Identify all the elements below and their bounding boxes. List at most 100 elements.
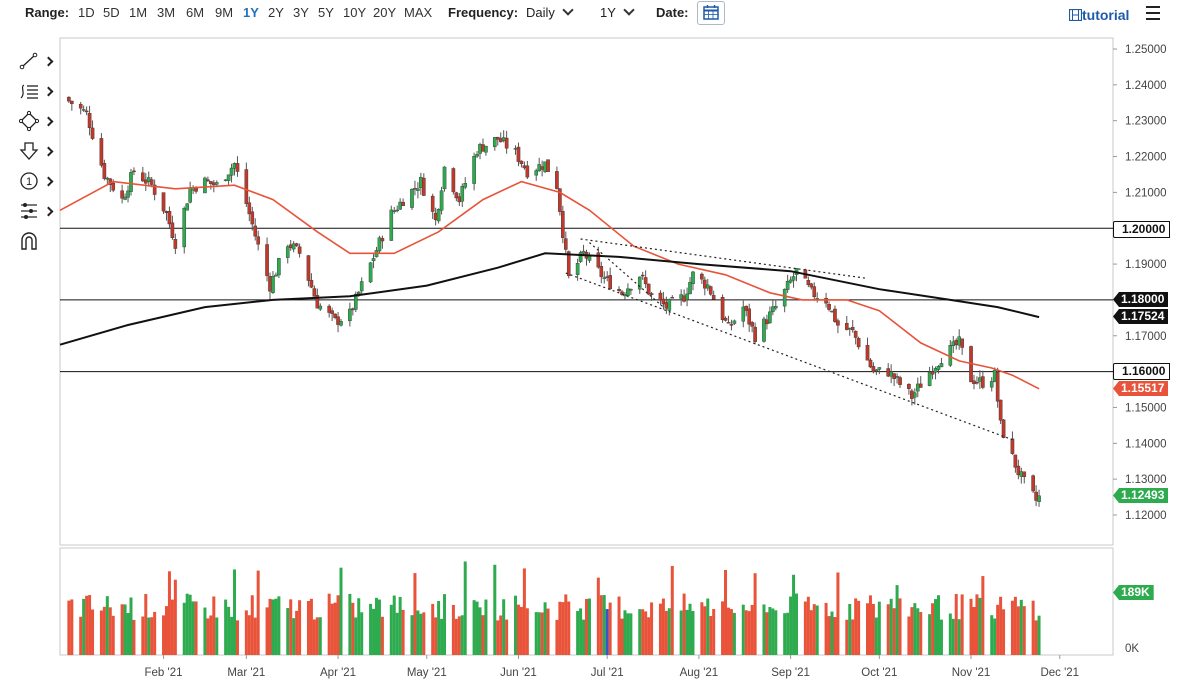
range-5d-button[interactable]: 5D [103,5,120,20]
candle-body [537,164,541,172]
volume-bar [537,612,541,655]
candle-body [670,297,675,299]
volume-bar [667,608,671,655]
candle-body [930,371,935,375]
range-3m-button[interactable]: 3M [157,5,176,20]
candle-body [413,188,417,190]
volume-bar [534,612,538,655]
range-1d-button[interactable]: 1D [78,5,95,20]
fibonacci-tool[interactable] [18,80,54,102]
volume-bar [1016,606,1020,655]
volume-bar [892,608,896,655]
menu-button[interactable] [1146,6,1160,20]
trend-line-tool[interactable] [18,50,54,72]
volume-bar [907,616,911,655]
volume-bar [886,604,890,655]
price-tag-level-3: 1.17524 [1113,309,1169,324]
volume-bar [753,573,757,655]
expand-arrow-icon [43,116,54,127]
candle-body [605,276,610,278]
candle-body [226,174,231,181]
volume-bar [972,606,976,655]
candle-body [992,370,997,382]
volume-bar [437,600,441,655]
volume-bar [413,573,417,655]
candle-body [454,192,459,199]
range-2y-button[interactable]: 2Y [268,5,284,20]
volume-bar [377,599,381,655]
range-6m-button[interactable]: 6M [186,5,205,20]
arrow-tool[interactable] [18,140,54,162]
volume-bar [724,569,728,655]
volume-bar [395,612,399,655]
y-tick-label: 1.17000 [1125,331,1167,343]
magnet-icon [21,232,37,250]
candle-body [460,186,465,202]
volume-bar [1037,615,1041,655]
volume-bar [688,603,692,655]
range-1y-button[interactable]: 1Y [243,5,259,20]
volume-bar [851,619,855,655]
candle-body [827,304,831,310]
volume-bar [629,613,633,655]
frequency-select[interactable]: Daily [526,4,574,20]
candle-body [182,208,187,248]
candle-body [705,284,710,289]
volume-bar [519,606,523,655]
shapes-tool[interactable] [18,110,54,132]
volume-bar [327,593,331,655]
volume-bar [895,585,899,655]
volume-bar [227,606,231,655]
volume-bar [516,604,520,655]
range-5y-button[interactable]: 5Y [318,5,334,20]
calendar-button[interactable] [697,1,725,25]
range-max-button[interactable]: MAX [404,5,433,20]
candle-body [691,271,695,285]
range-10y-button[interactable]: 10Y [343,5,367,20]
candle-body [563,238,568,250]
candle-body [957,336,961,346]
number-marker-tool[interactable]: 1 [18,170,54,192]
volume-bar [230,616,234,655]
range-20y-button[interactable]: 20Y [373,5,397,20]
candle-body [747,308,751,325]
candle-body [581,250,586,254]
volume-bar [948,613,952,655]
magnet-tool[interactable] [18,230,54,252]
volume-bar [747,611,751,655]
candle-body [330,310,334,314]
candle-body [90,127,95,139]
volume-bar [194,601,198,655]
volume-bar [874,617,878,655]
candle-body [167,211,172,225]
candle-body [102,163,107,179]
candle-body [161,192,166,212]
volume-bar [824,602,828,655]
volume-bar [827,616,831,655]
range-1m-button[interactable]: 1M [129,5,148,20]
volume-bar [416,610,420,655]
candle-body [626,288,630,297]
x-tick-label: Jul '21 [591,667,624,679]
expand-arrow-icon [43,86,54,97]
volume-bar [871,603,875,655]
volume-bar [357,598,361,655]
volume-bar [732,612,736,655]
price-tag-level-5: 1.15517 [1113,381,1169,396]
candle-body [667,299,672,311]
y-tick-label: 1.12000 [1125,510,1167,522]
range-9m-button[interactable]: 9M [215,5,234,20]
candle-body [561,211,565,238]
candle-body [442,166,447,190]
volume-bar [132,619,136,655]
range-3y-button[interactable]: 3Y [293,5,309,20]
candle-body [229,167,234,176]
volume-bar [898,598,902,655]
candle-body [995,372,1000,402]
period-select[interactable]: 1Y [600,4,635,20]
tutorial-link[interactable]: tutorial [1068,7,1129,23]
volume-bar [111,615,115,655]
measure-tool[interactable] [18,200,54,222]
volume-bar [661,598,665,655]
